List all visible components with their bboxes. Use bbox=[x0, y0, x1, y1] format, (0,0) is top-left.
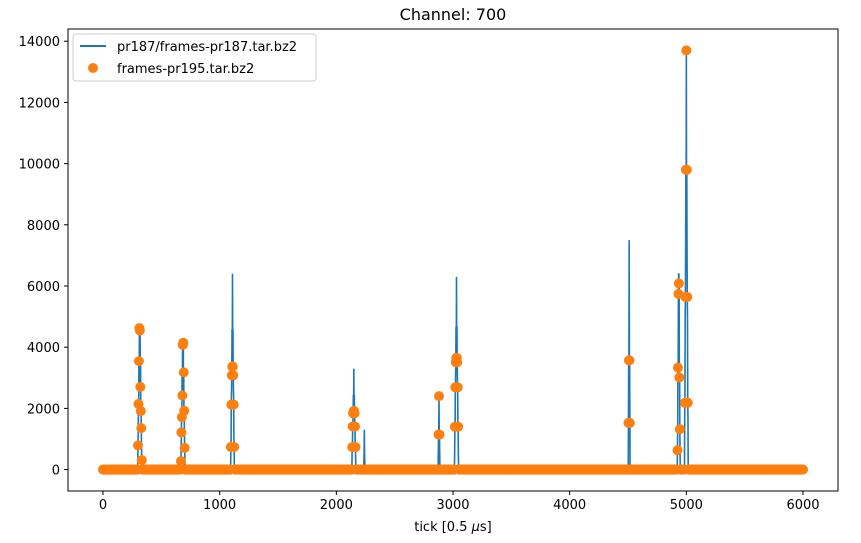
scatter-point bbox=[798, 464, 808, 475]
scatter-point bbox=[434, 429, 445, 440]
y-tick-label: 8000 bbox=[27, 219, 60, 234]
scatter-point bbox=[176, 427, 187, 438]
x-tick-label: 4000 bbox=[553, 498, 586, 513]
y-tick-label: 12000 bbox=[19, 96, 60, 111]
series-line bbox=[103, 50, 803, 471]
scatter-point bbox=[227, 361, 238, 372]
y-tick-label: 10000 bbox=[19, 158, 60, 173]
scatter-point bbox=[179, 442, 190, 453]
scatter-point bbox=[453, 421, 464, 432]
legend-label-line: pr187/frames-pr187.tar.bz2 bbox=[117, 40, 297, 55]
scatter-point bbox=[682, 397, 693, 408]
y-tick-label: 14000 bbox=[19, 35, 60, 50]
y-tick-label: 0 bbox=[52, 464, 60, 479]
scatter-point bbox=[350, 421, 360, 432]
scatter-point bbox=[681, 164, 692, 175]
x-axis: 0 1000 2000 3000 4000 5000 6000 bbox=[99, 491, 820, 513]
legend: pr187/frames-pr187.tar.bz2 frames-pr195.… bbox=[72, 33, 317, 82]
scatter-point bbox=[350, 442, 361, 453]
y-tick-label: 2000 bbox=[27, 402, 60, 417]
scatter-point bbox=[682, 291, 693, 302]
line-series-path bbox=[103, 50, 803, 471]
y-tick-label: 6000 bbox=[27, 280, 60, 295]
scatter-point bbox=[452, 382, 463, 393]
scatter-point bbox=[175, 456, 186, 467]
scatter-point bbox=[672, 445, 683, 456]
legend-point-swatch bbox=[88, 63, 98, 73]
scatter-point bbox=[349, 408, 360, 419]
scatter-point bbox=[624, 417, 635, 428]
x-tick-label: 5000 bbox=[670, 498, 703, 513]
legend-label-points: frames-pr195.tar.bz2 bbox=[117, 62, 254, 77]
x-tick-label: 3000 bbox=[436, 498, 469, 513]
scatter-point bbox=[681, 45, 692, 56]
y-axis: 0 2000 4000 6000 8000 10000 12000 14000 bbox=[19, 35, 68, 479]
scatter-point bbox=[674, 372, 685, 383]
scatter-point bbox=[133, 356, 144, 367]
x-tick-label: 6000 bbox=[786, 498, 819, 513]
x-tick-label: 0 bbox=[99, 498, 107, 513]
scatter-point bbox=[674, 424, 685, 435]
scatter-point bbox=[228, 399, 239, 410]
scatter-point bbox=[178, 367, 189, 378]
scatter-point bbox=[178, 337, 189, 348]
y-tick-label: 4000 bbox=[27, 341, 60, 356]
scatter-point bbox=[135, 381, 146, 392]
scatter-point bbox=[229, 442, 240, 453]
legend-box bbox=[72, 33, 317, 82]
scatter-point bbox=[673, 278, 684, 289]
chart-title: Channel: 700 bbox=[400, 5, 507, 24]
scatter-point bbox=[179, 405, 190, 416]
x-tick-label: 1000 bbox=[203, 498, 236, 513]
scatter-point bbox=[135, 406, 146, 417]
scatter-point bbox=[672, 362, 683, 373]
scatter-point bbox=[136, 455, 147, 466]
scatter-point bbox=[177, 390, 188, 401]
x-axis-label: tick [0.5 μs] bbox=[414, 520, 492, 535]
scatter-point bbox=[136, 423, 147, 434]
x-tick-label: 2000 bbox=[320, 498, 353, 513]
scatter-point bbox=[134, 325, 145, 336]
scatter-point bbox=[624, 355, 635, 366]
series-points bbox=[98, 45, 808, 475]
scatter-point bbox=[434, 391, 444, 402]
scatter-point bbox=[228, 370, 239, 381]
scatter-point bbox=[133, 440, 143, 451]
scatter-point bbox=[452, 357, 463, 368]
